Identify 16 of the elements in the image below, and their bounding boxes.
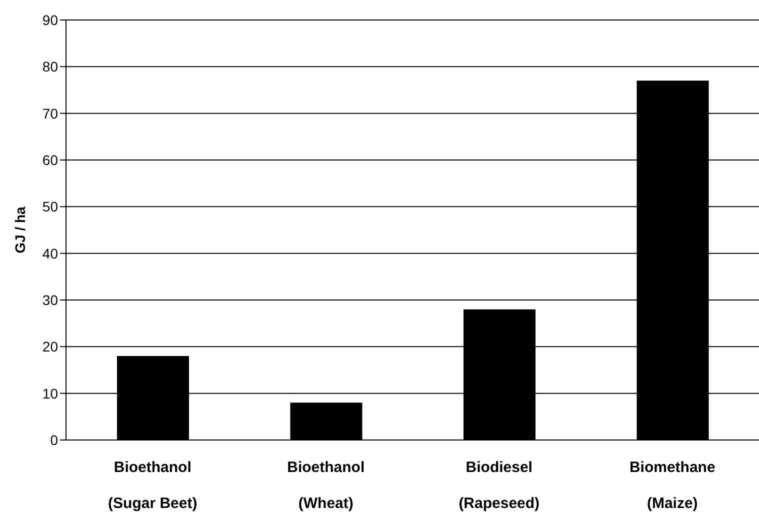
category-label: Bioethanol (Wheat): [287, 459, 365, 512]
category-label: Biomethane (Maize): [629, 459, 716, 512]
category-label: Bioethanol (Sugar Beet): [108, 459, 198, 512]
y-tick-label: 10: [42, 385, 58, 402]
bar: [290, 402, 362, 440]
y-tick-label: 40: [42, 245, 58, 262]
y-tick-label: 70: [42, 105, 58, 122]
y-tick-label: 30: [42, 292, 58, 308]
y-tick-label: 60: [42, 152, 58, 168]
y-tick-label: 50: [42, 198, 58, 215]
y-tick-label: 80: [42, 58, 58, 75]
y-tick-label: 20: [42, 338, 58, 355]
y-axis-title: GJ / ha: [12, 206, 28, 254]
y-tick-label: 0: [50, 432, 58, 448]
y-tick-label: 90: [42, 12, 58, 28]
category-label: Biodiesel (Rapeseed): [458, 459, 540, 512]
